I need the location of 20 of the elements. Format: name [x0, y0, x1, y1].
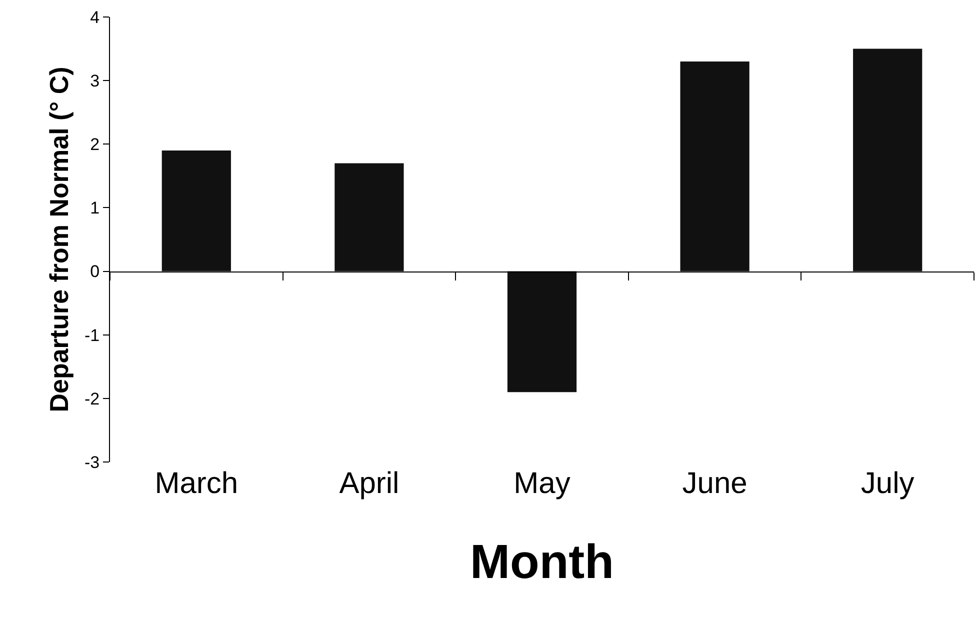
- bar: [680, 62, 750, 272]
- bar: [507, 271, 577, 392]
- y-axis-title: Departure from Normal (° C): [44, 66, 74, 412]
- x-tick-label: April: [339, 467, 400, 500]
- y-tick-label: 1: [90, 198, 100, 218]
- y-tick-label: -1: [84, 326, 100, 345]
- x-tick-label: June: [682, 467, 748, 500]
- x-axis-title: Month: [470, 536, 614, 590]
- x-tick-label: March: [154, 467, 238, 500]
- x-tick-label: May: [514, 467, 570, 500]
- x-tick-label: July: [860, 467, 914, 500]
- y-tick-label: 3: [90, 72, 100, 91]
- bar: [853, 48, 922, 272]
- y-tick-label: 4: [90, 8, 100, 27]
- y-tick-label: -3: [84, 452, 100, 472]
- bar: [162, 150, 231, 272]
- y-tick-label: 0: [90, 262, 100, 282]
- y-tick-label: 2: [90, 135, 100, 154]
- y-tick-label: -2: [84, 389, 100, 408]
- bar: [334, 163, 404, 272]
